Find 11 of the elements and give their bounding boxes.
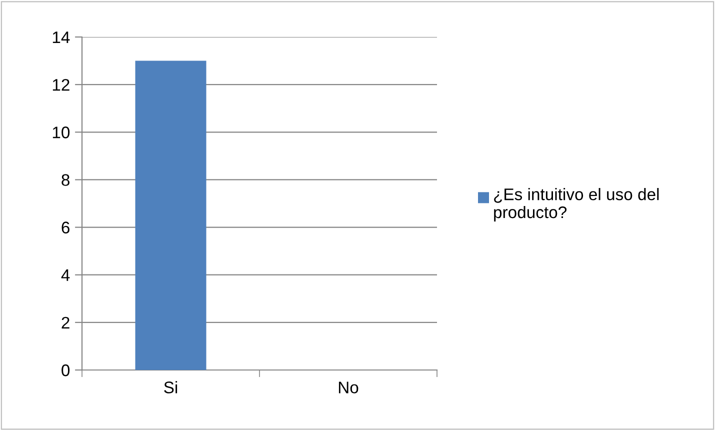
y-tick-label: 2 bbox=[62, 316, 70, 328]
legend-label: ¿Es intuitivo el uso del producto? bbox=[494, 188, 659, 222]
x-tick-label: Si bbox=[164, 381, 178, 394]
y-tick-label: 14 bbox=[52, 32, 70, 44]
y-tick-label: 4 bbox=[61, 269, 70, 281]
y-tick-label: 12 bbox=[52, 78, 70, 91]
y-tick-label: 8 bbox=[62, 174, 70, 186]
y-tick-label: 6 bbox=[62, 222, 70, 234]
x-tick-label: No bbox=[338, 382, 358, 394]
y-tick-label: 10 bbox=[52, 126, 70, 138]
y-tick-label: 0 bbox=[62, 364, 70, 376]
